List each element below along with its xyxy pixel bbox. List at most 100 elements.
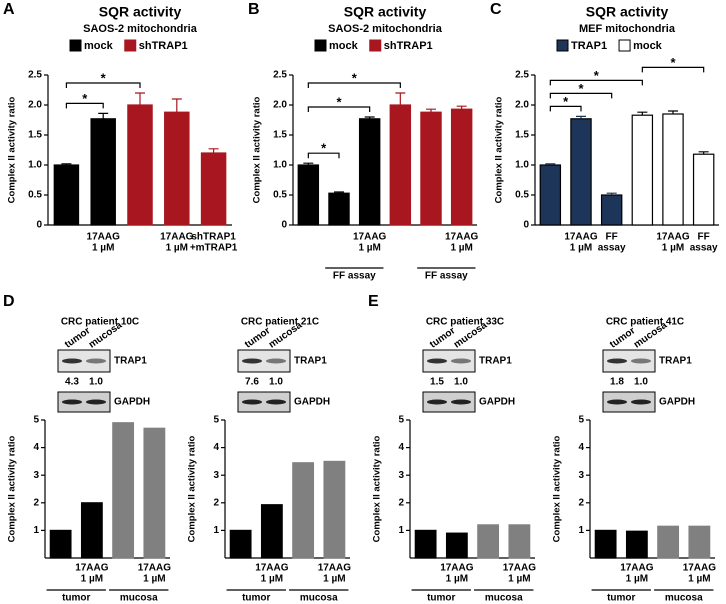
blot-ratio: 1.0 — [89, 377, 103, 388]
sig-label: * — [336, 94, 342, 109]
bar — [631, 114, 654, 226]
blot-band — [242, 358, 262, 364]
y-axis-label: Complex II activity ratio — [494, 96, 505, 203]
y-tick-label: 2.5 — [273, 70, 287, 81]
bar — [688, 525, 711, 559]
error-bar — [456, 105, 467, 110]
y-tick-label: 1.5 — [515, 130, 529, 141]
x-tick-label: 17AAG — [656, 232, 690, 243]
blot-band — [451, 399, 471, 405]
y-tick-label: 5 — [213, 415, 219, 426]
legend-label: TRAP1 — [571, 40, 607, 52]
bar — [662, 113, 684, 226]
sig-bracket — [549, 92, 613, 99]
error-bar — [395, 92, 406, 105]
blot-ratio: 1.0 — [454, 377, 468, 388]
x-tick-label: 17AAG — [255, 563, 289, 574]
error-bar — [303, 162, 314, 165]
x-tick-label: 17AAG — [503, 563, 537, 574]
blot-band — [607, 399, 627, 405]
group-label: tumor — [427, 593, 455, 604]
blot-band — [607, 358, 627, 364]
x-tick-label: 1 µM — [143, 574, 165, 585]
blot-box — [422, 349, 476, 373]
bar — [594, 529, 617, 559]
sig-bracket — [307, 82, 401, 88]
blot-box — [422, 391, 476, 413]
x-tick-label: 17AAG — [564, 232, 598, 243]
y-tick-label: 4 — [578, 442, 584, 453]
bar — [127, 104, 153, 226]
blot-box — [602, 349, 656, 373]
x-tick-label: 1 µM — [323, 574, 345, 585]
group-label: mucosa — [665, 593, 703, 604]
legend-swatch — [124, 39, 137, 52]
y-tick-label: 1 — [213, 525, 219, 536]
bar — [625, 530, 648, 559]
chart-title: CRC patient 33C — [426, 317, 504, 328]
panel-label: A — [3, 1, 15, 18]
bar — [53, 164, 80, 226]
x-tick-label: 17AAG — [683, 563, 717, 574]
blot-ratio: 4.3 — [65, 377, 79, 388]
bar — [164, 111, 190, 226]
y-tick-label: 2.0 — [273, 100, 287, 111]
y-tick-label: 1 — [398, 525, 404, 536]
error-bar — [334, 191, 344, 194]
x-tick-label: 17AAG — [620, 563, 654, 574]
legend-swatch — [618, 39, 631, 52]
blot-box — [57, 391, 111, 413]
x-tick-label: +mTRAP1 — [190, 243, 238, 254]
y-tick-label: 0.5 — [273, 190, 287, 201]
sig-label: * — [321, 141, 327, 156]
x-tick-label: FF — [606, 232, 618, 243]
chart-subtitle: SAOS-2 mitochondria — [83, 23, 198, 35]
blot-band — [266, 399, 286, 405]
x-tick-label: 1 µM — [662, 243, 684, 254]
sig-label: * — [594, 68, 600, 83]
x-tick-label: 17AAG — [440, 563, 474, 574]
x-tick-label: shTRAP1 — [191, 232, 236, 243]
sig-label: * — [101, 70, 107, 85]
x-tick-label: FF — [698, 232, 710, 243]
blot-ratio: 1.0 — [634, 377, 648, 388]
blot-box — [602, 391, 656, 413]
bar — [90, 118, 116, 226]
error-bar — [637, 111, 648, 116]
lane-label: tumor — [608, 325, 638, 350]
x-tick-label: 1 µM — [81, 574, 103, 585]
error-bar — [698, 151, 709, 155]
y-tick-label: 1.0 — [273, 160, 287, 171]
x-tick-label: 1 µM — [446, 574, 468, 585]
y-tick-label: 2 — [578, 497, 584, 508]
x-tick-label: 17AAG — [318, 563, 352, 574]
error-bar — [426, 108, 436, 113]
panel-label: E — [368, 293, 379, 310]
x-tick-label: 1 µM — [688, 574, 710, 585]
group-label: mucosa — [120, 593, 158, 604]
bar — [570, 118, 592, 226]
bar — [292, 462, 315, 559]
blot-band — [427, 399, 447, 405]
legend-swatch — [314, 39, 327, 52]
y-tick-label: 4 — [398, 442, 404, 453]
error-bar — [61, 163, 72, 165]
y-tick-label: 1 — [578, 525, 584, 536]
blot-band — [86, 399, 106, 405]
x-tick-label: 1 µM — [626, 574, 648, 585]
band-label: TRAP1 — [479, 356, 512, 367]
x-tick-label: assay — [690, 243, 718, 254]
y-tick-label: 4 — [33, 442, 39, 453]
legend-swatch — [69, 39, 82, 52]
y-tick-label: 4 — [213, 442, 219, 453]
bar — [420, 111, 442, 226]
lane-label: tumor — [428, 325, 458, 350]
blot-band — [266, 358, 286, 364]
chart-title: CRC patient 10C — [61, 317, 139, 328]
y-tick-label: 1.0 — [28, 160, 42, 171]
y-tick-label: 5 — [578, 415, 584, 426]
group-label: mucosa — [485, 593, 523, 604]
bar — [200, 152, 227, 226]
sig-bracket — [549, 105, 582, 112]
blot-band — [62, 358, 82, 364]
